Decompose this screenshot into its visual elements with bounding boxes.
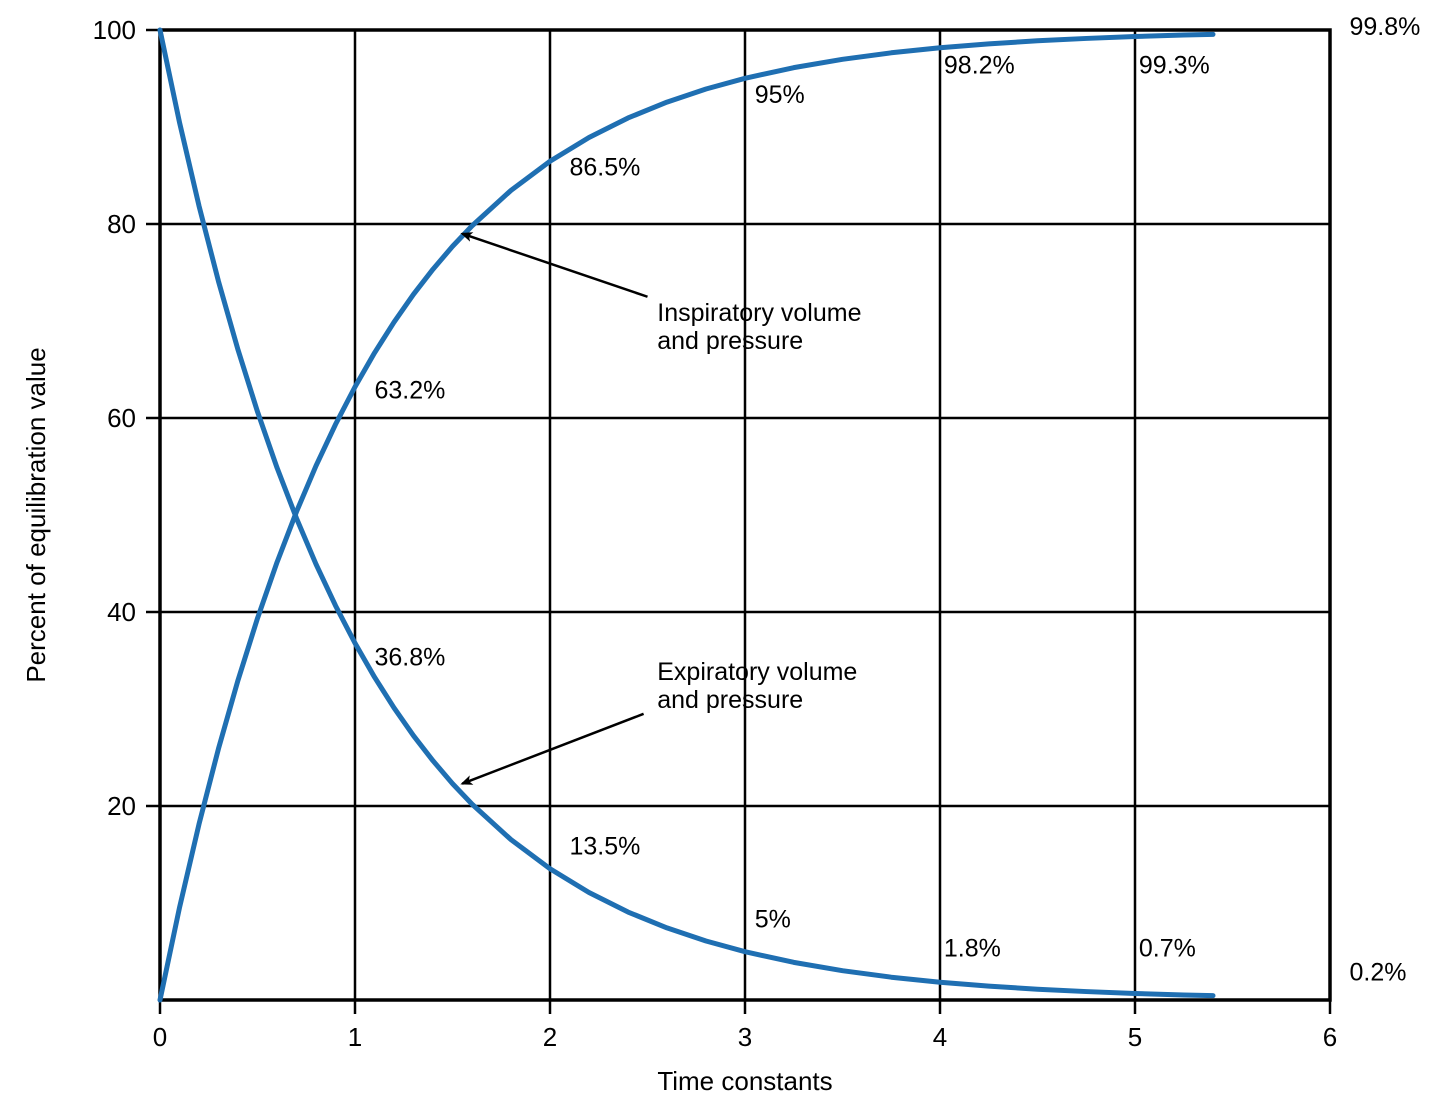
x-tick-label: 2 [543, 1022, 557, 1052]
data-point-label: 5% [755, 905, 791, 933]
time-constant-chart: 0 1 2 3 4 5 6 20 40 60 80 100 Time constants Percent … [0, 0, 1440, 1114]
x-tick-label: 0 [153, 1022, 167, 1052]
data-point-label: 63.2% [375, 377, 446, 405]
data-point-label: 98.2% [944, 52, 1015, 80]
y-tick-label: 20 [107, 791, 136, 821]
y-axis-label: Percent of equilibration value [21, 347, 51, 682]
data-point-label: 13.5% [570, 833, 641, 861]
data-point-label: 99.3% [1139, 52, 1210, 80]
x-tick-label: 6 [1323, 1022, 1337, 1052]
y-tick-label: 100 [93, 15, 136, 45]
y-tick-label: 40 [107, 597, 136, 627]
outside-data-label: 0.2% [1350, 959, 1407, 987]
x-tick-label: 1 [348, 1022, 362, 1052]
x-tick-label: 4 [933, 1022, 947, 1052]
data-point-label: 36.8% [375, 643, 446, 671]
y-tick-label: 60 [107, 403, 136, 433]
data-point-label: 86.5% [570, 154, 641, 182]
x-tick-label: 5 [1128, 1022, 1142, 1052]
x-tick-label: 3 [738, 1022, 752, 1052]
data-point-label: 95% [755, 81, 805, 109]
data-point-label: 1.8% [944, 934, 1001, 962]
y-tick-label: 80 [107, 209, 136, 239]
chart-svg: 0 1 2 3 4 5 6 20 40 60 80 100 Time constants Percent … [0, 0, 1440, 1114]
x-axis-label: Time constants [657, 1066, 832, 1096]
data-point-label: 0.7% [1139, 934, 1196, 962]
outside-data-label: 99.8% [1350, 13, 1421, 41]
